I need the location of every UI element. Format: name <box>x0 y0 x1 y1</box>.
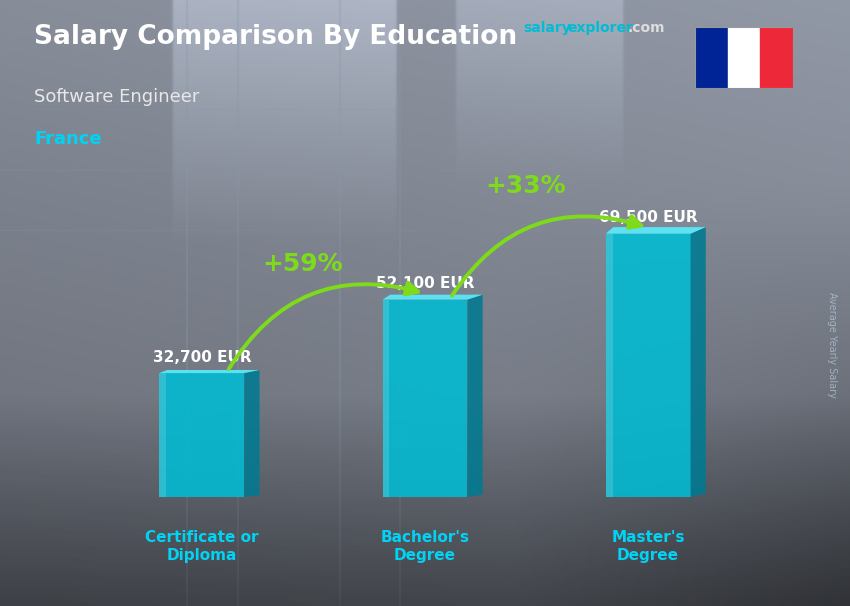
Text: salary: salary <box>523 21 570 35</box>
Text: Average Yearly Salary: Average Yearly Salary <box>827 293 837 398</box>
Text: 52,100 EUR: 52,100 EUR <box>376 276 474 291</box>
Polygon shape <box>606 227 706 234</box>
Text: explorer: explorer <box>568 21 634 35</box>
Text: Master's
Degree: Master's Degree <box>611 530 685 562</box>
Polygon shape <box>382 299 468 497</box>
Text: +33%: +33% <box>485 175 566 198</box>
Polygon shape <box>606 234 690 497</box>
Polygon shape <box>160 373 244 497</box>
Text: Salary Comparison By Education: Salary Comparison By Education <box>34 24 517 50</box>
Text: Software Engineer: Software Engineer <box>34 88 200 106</box>
Polygon shape <box>160 373 167 497</box>
Text: .com: .com <box>627 21 665 35</box>
Text: 32,700 EUR: 32,700 EUR <box>152 350 252 365</box>
Text: Certificate or
Diploma: Certificate or Diploma <box>145 530 258 562</box>
Text: France: France <box>34 130 102 148</box>
Text: Bachelor's
Degree: Bachelor's Degree <box>381 530 469 562</box>
Bar <box>728 27 761 88</box>
Polygon shape <box>160 370 259 373</box>
Polygon shape <box>382 299 389 497</box>
Polygon shape <box>690 227 706 497</box>
Text: +59%: +59% <box>262 252 343 276</box>
Polygon shape <box>606 234 613 497</box>
Bar <box>761 27 793 88</box>
Bar <box>695 27 728 88</box>
Polygon shape <box>382 295 483 299</box>
Polygon shape <box>468 295 483 497</box>
Text: 69,500 EUR: 69,500 EUR <box>598 210 698 225</box>
Polygon shape <box>244 370 259 497</box>
